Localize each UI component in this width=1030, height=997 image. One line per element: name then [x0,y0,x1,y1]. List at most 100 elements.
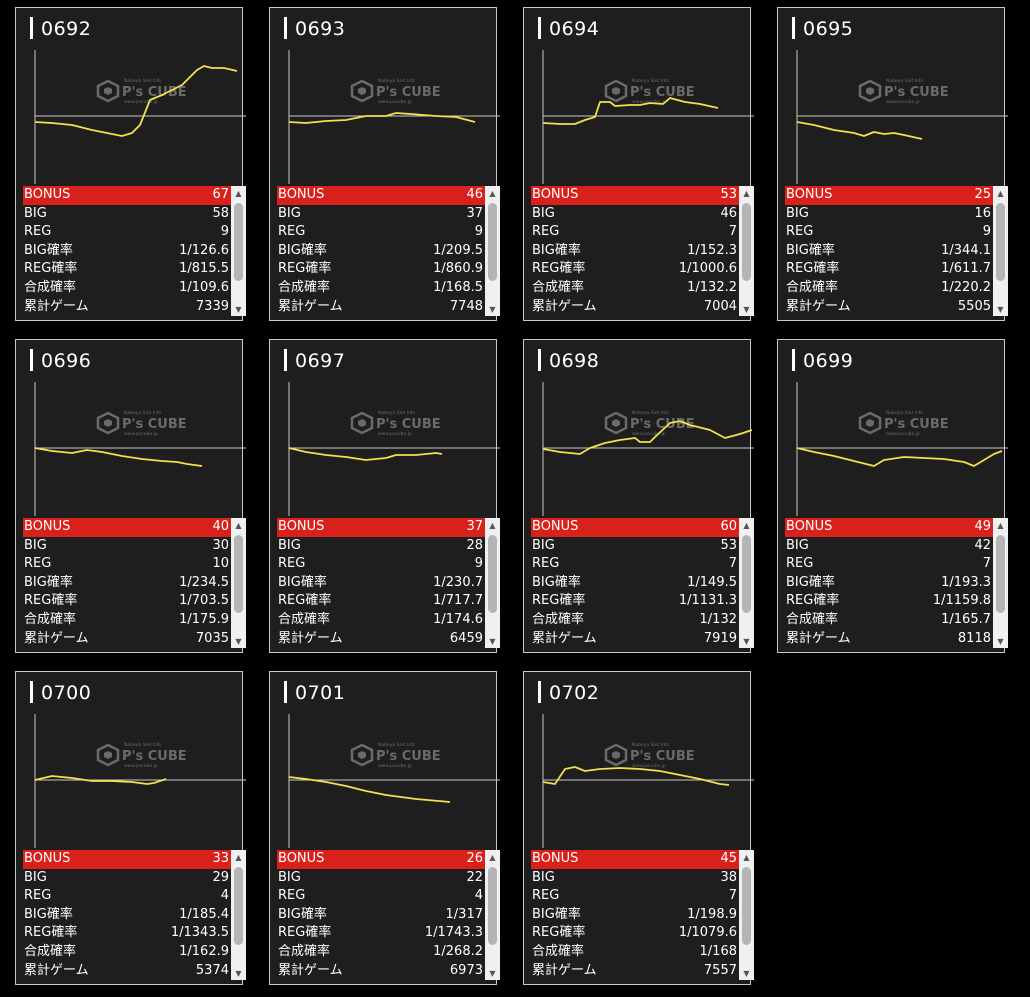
payout-graph: Nabeya Slot Info P's CUBE www.pscube.jp [542,382,754,516]
scroll-up-arrow-icon[interactable]: ▲ [743,852,750,862]
stats-scrollbar[interactable]: ▲ ▼ [485,518,500,648]
scroll-down-arrow-icon[interactable]: ▼ [997,636,1004,646]
stats-table: BONUS 60 BIG 53 REG 7 BIG確率 1/149.5 REG確… [531,518,739,648]
machine-card-0700[interactable]: 0700 Nabeya Slot Info P's CUBE www.pscub… [15,671,246,985]
scroll-up-arrow-icon[interactable]: ▲ [743,520,750,530]
total-games-row: 累計ゲーム 7748 [277,298,485,317]
bonus-value: 45 [720,851,737,866]
reg-rate-value: 1/815.5 [179,261,229,277]
total-games-value: 7339 [195,298,229,314]
bonus-row: BONUS 40 [23,518,231,537]
stats-scrollbar[interactable]: ▲ ▼ [739,186,754,316]
scroll-down-arrow-icon[interactable]: ▼ [235,636,242,646]
stats-table: BONUS 53 BIG 46 REG 7 BIG確率 1/152.3 REG確… [531,186,739,316]
scroll-thumb[interactable] [742,535,751,613]
scroll-down-arrow-icon[interactable]: ▼ [997,304,1004,314]
stats-scrollbar[interactable]: ▲ ▼ [485,186,500,316]
stats-scrollbar[interactable]: ▲ ▼ [485,850,500,980]
scroll-down-arrow-icon[interactable]: ▼ [235,968,242,978]
big-rate-label: BIG確率 [786,574,835,590]
big-rate-label: BIG確率 [24,906,73,922]
scroll-thumb[interactable] [234,867,243,945]
machine-number: 0694 [538,17,599,40]
scroll-down-arrow-icon[interactable]: ▼ [743,636,750,646]
bonus-label: BONUS [278,851,325,866]
scroll-up-arrow-icon[interactable]: ▲ [743,188,750,198]
reg-row: REG 7 [531,555,739,574]
big-value: 53 [720,537,737,553]
stats-scrollbar[interactable]: ▲ ▼ [231,850,246,980]
scroll-up-arrow-icon[interactable]: ▲ [235,852,242,862]
watermark-line1: Nabeya Slot Info [632,410,669,416]
machine-card-0693[interactable]: 0693 Nabeya Slot Info P's CUBE www.pscub… [269,7,500,321]
big-value: 37 [466,205,483,221]
scroll-down-arrow-icon[interactable]: ▼ [489,304,496,314]
machine-card-0696[interactable]: 0696 Nabeya Slot Info P's CUBE www.pscub… [15,339,246,653]
scroll-down-arrow-icon[interactable]: ▼ [489,636,496,646]
scroll-up-arrow-icon[interactable]: ▲ [235,188,242,198]
scroll-thumb[interactable] [742,867,751,945]
combined-rate-row: 合成確率 1/268.2 [277,943,485,962]
reg-row: REG 9 [785,223,993,242]
bonus-label: BONUS [278,187,325,202]
total-games-label: 累計ゲーム [24,962,89,978]
big-rate-label: BIG確率 [24,574,73,590]
machine-card-0702[interactable]: 0702 Nabeya Slot Info P's CUBE www.pscub… [523,671,754,985]
scroll-down-arrow-icon[interactable]: ▼ [489,968,496,978]
stats-scrollbar[interactable]: ▲ ▼ [739,518,754,648]
machine-card-0697[interactable]: 0697 Nabeya Slot Info P's CUBE www.pscub… [269,339,500,653]
combined-rate-row: 合成確率 1/162.9 [23,943,231,962]
stats-scrollbar[interactable]: ▲ ▼ [993,518,1008,648]
scroll-thumb[interactable] [996,535,1005,613]
machine-card-0694[interactable]: 0694 Nabeya Slot Info P's CUBE www.pscub… [523,7,754,321]
stats-scrollbar[interactable]: ▲ ▼ [993,186,1008,316]
machine-card-0692[interactable]: 0692 Nabeya Slot Info P's CUBE www.pscub… [15,7,246,321]
reg-row: REG 4 [277,887,485,906]
big-value: 46 [720,205,737,221]
stats-scrollbar[interactable]: ▲ ▼ [231,518,246,648]
combined-rate-label: 合成確率 [24,611,77,627]
watermark-logo: Nabeya Slot Info P's CUBE www.pscube.jp [604,78,695,105]
payout-line [542,97,719,125]
payout-line [796,447,1003,467]
payout-graph: Nabeya Slot Info P's CUBE www.pscube.jp [796,50,1008,184]
watermark-line1: Nabeya Slot Info [378,78,415,84]
big-label: BIG [278,869,301,885]
watermark-line2: www.pscube.jp [886,99,920,105]
scroll-up-arrow-icon[interactable]: ▲ [997,188,1004,198]
scroll-down-arrow-icon[interactable]: ▼ [743,968,750,978]
scroll-thumb[interactable] [996,203,1005,281]
scroll-thumb[interactable] [488,867,497,945]
machine-card-0698[interactable]: 0698 Nabeya Slot Info P's CUBE www.pscub… [523,339,754,653]
scroll-up-arrow-icon[interactable]: ▲ [235,520,242,530]
watermark-logo: Nabeya Slot Info P's CUBE www.pscube.jp [604,410,695,437]
scroll-thumb[interactable] [234,203,243,281]
machine-card-0699[interactable]: 0699 Nabeya Slot Info P's CUBE www.pscub… [777,339,1008,653]
scroll-thumb[interactable] [488,203,497,281]
scroll-up-arrow-icon[interactable]: ▲ [489,852,496,862]
scroll-down-arrow-icon[interactable]: ▼ [235,304,242,314]
stats-scrollbar[interactable]: ▲ ▼ [231,186,246,316]
scroll-thumb[interactable] [234,535,243,613]
scroll-down-arrow-icon[interactable]: ▼ [743,304,750,314]
watermark-logo: Nabeya Slot Info P's CUBE www.pscube.jp [604,742,695,769]
scroll-thumb[interactable] [488,535,497,613]
stats-scrollbar[interactable]: ▲ ▼ [739,850,754,980]
big-rate-row: BIG確率 1/185.4 [23,906,231,925]
combined-rate-value: 1/132.2 [687,279,737,295]
scroll-up-arrow-icon[interactable]: ▲ [489,520,496,530]
bonus-row: BONUS 33 [23,850,231,869]
combined-rate-value: 1/168 [699,943,737,959]
scroll-up-arrow-icon[interactable]: ▲ [997,520,1004,530]
big-rate-row: BIG確率 1/209.5 [277,242,485,261]
machine-number: 0701 [284,681,345,704]
bonus-row: BONUS 45 [531,850,739,869]
machine-card-0701[interactable]: 0701 Nabeya Slot Info P's CUBE www.pscub… [269,671,500,985]
total-games-label: 累計ゲーム [278,962,343,978]
combined-rate-row: 合成確率 1/220.2 [785,279,993,298]
total-games-value: 6973 [449,962,483,978]
scroll-up-arrow-icon[interactable]: ▲ [489,188,496,198]
big-rate-label: BIG確率 [532,242,581,258]
machine-card-0695[interactable]: 0695 Nabeya Slot Info P's CUBE www.pscub… [777,7,1008,321]
scroll-thumb[interactable] [742,203,751,281]
